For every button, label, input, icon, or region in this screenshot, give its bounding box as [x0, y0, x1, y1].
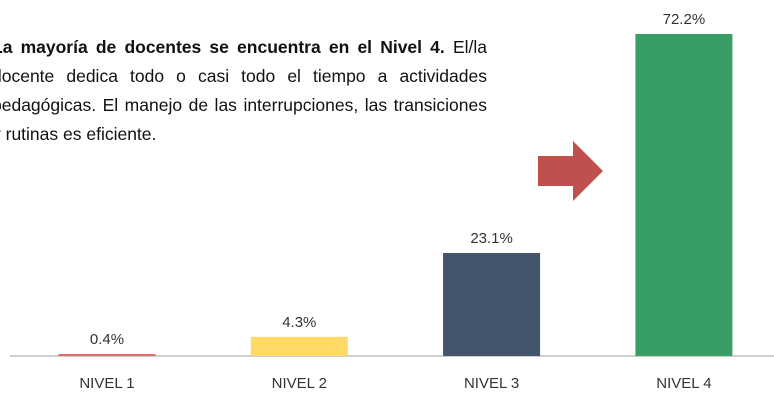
x-tick-label: NIVEL 4	[656, 375, 711, 392]
value-label: 4.3%	[282, 314, 316, 331]
x-tick-label: NIVEL 2	[272, 375, 327, 392]
arrow	[538, 141, 603, 201]
value-label: 23.1%	[470, 230, 513, 247]
bar	[250, 336, 348, 356]
x-tick-label: NIVEL 1	[79, 375, 134, 392]
annotation-bold: La mayoría de docentes se encuentra en e…	[0, 37, 445, 57]
bar	[635, 34, 733, 356]
bar	[58, 354, 156, 356]
value-label: 72.2%	[663, 11, 706, 28]
bar	[443, 252, 541, 356]
x-tick-label: NIVEL 3	[464, 375, 519, 392]
annotation: La mayoría de docentes se encuentra en e…	[0, 33, 487, 149]
value-label: 0.4%	[90, 331, 124, 348]
annotation-text: El/la docente dedica todo o casi todo el…	[0, 37, 487, 144]
